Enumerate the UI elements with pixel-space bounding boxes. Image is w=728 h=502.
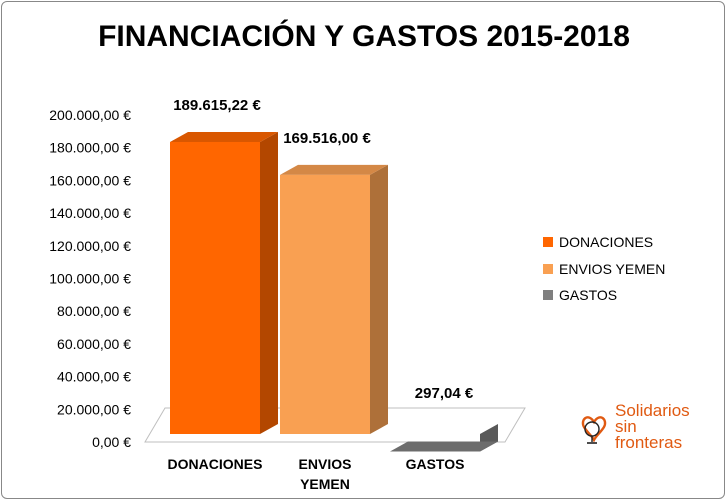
y-tick-label: 140.000,00 € bbox=[49, 205, 131, 221]
y-tick-label: 20.000,00 € bbox=[57, 401, 131, 417]
legend-label: ENVIOS YEMEN bbox=[559, 260, 666, 277]
logo-line-2: sin bbox=[615, 417, 637, 436]
data-label: 189.615,22 € bbox=[173, 97, 261, 114]
legend-swatch bbox=[543, 237, 553, 248]
bar-gastos bbox=[390, 424, 498, 452]
heart-globe-icon bbox=[581, 416, 607, 444]
bars bbox=[170, 131, 498, 452]
y-tick-label: 120.000,00 € bbox=[49, 238, 131, 254]
bar-front bbox=[280, 174, 370, 434]
chart-title: FINANCIACIÓN Y GASTOS 2015-2018 bbox=[98, 20, 630, 53]
x-tick-label: DONACIONES bbox=[168, 456, 263, 472]
logo-line-3: fronteras bbox=[615, 433, 682, 452]
data-labels: 189.615,22 € 169.516,00 € 297,04 € bbox=[173, 97, 474, 402]
y-tick-label: 180.000,00 € bbox=[49, 140, 131, 156]
legend-label: GASTOS bbox=[559, 287, 618, 304]
bar-envios-yemen bbox=[280, 164, 388, 434]
x-tick-label: YEMEN bbox=[300, 476, 350, 492]
bar-top bbox=[390, 441, 498, 452]
solidarios-sin-fronteras-logo: Solidarios sin fronteras bbox=[581, 402, 690, 452]
legend-swatch bbox=[543, 263, 553, 274]
x-tick-label: ENVIOS bbox=[299, 456, 352, 472]
legend: DONACIONES ENVIOS YEMEN GASTOS bbox=[543, 229, 665, 309]
y-tick-label: 60.000,00 € bbox=[57, 336, 131, 352]
bar-side bbox=[370, 164, 388, 434]
y-tick-label: 160.000,00 € bbox=[49, 172, 131, 188]
logo-line-1: Solidarios bbox=[615, 402, 690, 420]
bar-top bbox=[280, 164, 388, 175]
legend-swatch bbox=[543, 290, 553, 301]
bar-top bbox=[170, 131, 278, 142]
data-label: 169.516,00 € bbox=[283, 130, 371, 147]
legend-label: DONACIONES bbox=[559, 234, 654, 251]
y-axis: 0,00 € 20.000,00 € 40.000,00 € 60.000,00 € 8… bbox=[49, 107, 131, 450]
legend-item: DONACIONES bbox=[543, 229, 665, 256]
x-tick-label: GASTOS bbox=[406, 456, 465, 472]
y-tick-label: 200.000,00 € bbox=[49, 107, 131, 123]
y-tick-label: 0,00 € bbox=[92, 434, 131, 450]
x-axis: DONACIONES ENVIOS YEMEN GASTOS bbox=[168, 456, 465, 492]
bar-side bbox=[260, 131, 278, 434]
y-tick-label: 40.000,00 € bbox=[57, 369, 131, 385]
bar-front bbox=[170, 141, 260, 434]
legend-item: ENVIOS YEMEN bbox=[543, 256, 665, 283]
y-tick-label: 100.000,00 € bbox=[49, 271, 131, 287]
y-tick-label: 80.000,00 € bbox=[57, 303, 131, 319]
data-label: 297,04 € bbox=[415, 385, 474, 402]
legend-item: GASTOS bbox=[543, 282, 665, 309]
bar-donaciones bbox=[170, 131, 278, 434]
